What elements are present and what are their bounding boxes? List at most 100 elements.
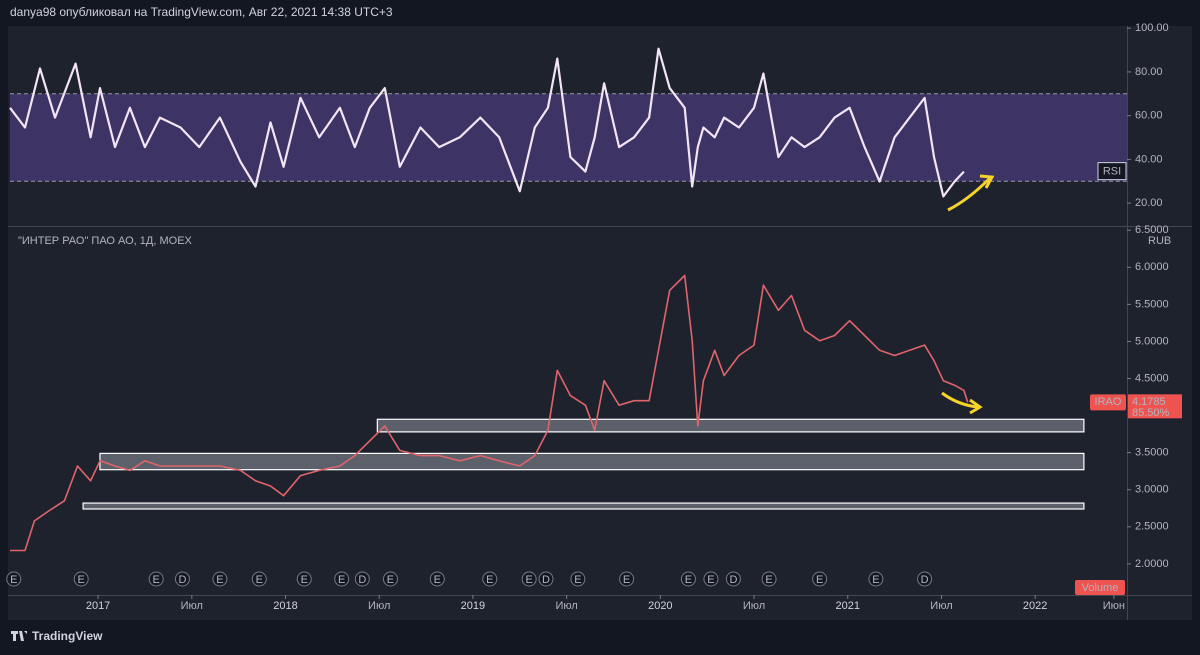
- event-marker: [251, 571, 267, 587]
- event-label: D: [358, 574, 366, 586]
- y-tick-label: 3.0000: [1135, 484, 1169, 496]
- event-marker: [429, 571, 445, 587]
- x-tick-label: Июл: [930, 600, 952, 612]
- y-tick-label: 6.0000: [1135, 261, 1169, 273]
- y-tick-label: 6.5000: [1135, 224, 1169, 236]
- event-label: D: [729, 574, 737, 586]
- event-label: E: [765, 574, 772, 586]
- y-tick-label: 80.00: [1135, 66, 1163, 78]
- event-marker: [619, 571, 635, 587]
- x-tick-label: Июл: [555, 600, 577, 612]
- event-label: E: [525, 574, 532, 586]
- x-tick-label: 2017: [86, 600, 110, 612]
- last-price-tag: [1128, 394, 1182, 419]
- symbol-tag: [1090, 394, 1126, 411]
- price-pane: 6.5000 6.0000 5.5000 5.0000 4.5000 3.5000 3.00…: [6, 224, 1182, 612]
- event-marker: [868, 571, 884, 587]
- event-marker: [212, 571, 228, 587]
- event-label: D: [921, 574, 929, 586]
- series-line: [10, 274, 969, 552]
- event-label: D: [542, 574, 550, 586]
- x-tick-label: Июл: [368, 600, 390, 612]
- y-tick-label: 20.00: [1135, 197, 1163, 209]
- x-tick-label: 2018: [273, 600, 297, 612]
- y-tick-label: 2.5000: [1135, 521, 1169, 533]
- x-tick-label: Июл: [181, 600, 203, 612]
- y-tick-label: 60.00: [1135, 110, 1163, 122]
- last-price-label: 4.1785: [1132, 396, 1166, 408]
- x-tick-label: 2020: [648, 600, 672, 612]
- footer: [0, 620, 1200, 655]
- annotation-arrow: [941, 391, 979, 409]
- event-marker: [725, 571, 741, 587]
- event-label: E: [623, 574, 630, 586]
- y-tick-label: 5.0000: [1135, 335, 1169, 347]
- event-marker: [482, 571, 498, 587]
- x-tick-label: 2022: [1023, 600, 1047, 612]
- event-label: E: [816, 574, 823, 586]
- annotation-arrow: [947, 176, 992, 212]
- event-label: E: [338, 574, 345, 586]
- support-zone: [99, 452, 1085, 471]
- event-marker: [334, 571, 350, 587]
- rsi-pane: 100.00 80.00 60.00 40.00 20.00 RSI: [9, 22, 1169, 209]
- y-tick-label: 100.00: [1135, 22, 1169, 34]
- x-tick-label: Июл: [743, 600, 765, 612]
- event-marker: [917, 571, 933, 587]
- event-marker: [812, 571, 828, 587]
- event-label: E: [301, 574, 308, 586]
- event-label: E: [256, 574, 263, 586]
- event-marker: [354, 571, 370, 587]
- x-tick-label: 2019: [461, 600, 485, 612]
- logo-icon: [11, 631, 27, 641]
- event-label: E: [486, 574, 493, 586]
- event-marker: [148, 571, 164, 587]
- volume-label: Volume: [1082, 582, 1119, 594]
- series-line: [9, 47, 965, 198]
- y-tick-label: 4.5000: [1135, 372, 1169, 384]
- event-label: E: [153, 574, 160, 586]
- annotation-arrowhead: [979, 174, 995, 189]
- event-label: E: [78, 574, 85, 586]
- volume-tag: [1075, 580, 1125, 595]
- event-marker: [296, 571, 312, 587]
- event-marker: [703, 571, 719, 587]
- event-label: E: [10, 574, 17, 586]
- annotation-arrowhead: [969, 398, 983, 415]
- header-text: danya98 опубликовал на TradingView.com, …: [10, 5, 393, 19]
- series-tag: [1097, 162, 1127, 181]
- brand-logo: TradingView: [11, 629, 103, 643]
- symbol-legend: "ИНТЕР РАО" ПАО АО, 1Д, MOEX: [18, 235, 193, 247]
- symbol-tag-label: IRAO: [1095, 396, 1122, 408]
- change-label: 85.50%: [1132, 407, 1170, 419]
- x-tick-label: 2021: [836, 600, 860, 612]
- event-label: E: [707, 574, 714, 586]
- event-label: E: [872, 574, 879, 586]
- event-label: D: [178, 574, 186, 586]
- x-tick-label: Июн: [1103, 600, 1125, 612]
- unit-label: RUB: [1148, 235, 1171, 247]
- event-marker: [570, 571, 586, 587]
- y-tick-label: 3.5000: [1135, 447, 1169, 459]
- event-label: E: [685, 574, 692, 586]
- y-tick-label: 40.00: [1135, 153, 1163, 165]
- event-label: E: [387, 574, 394, 586]
- event-label: E: [574, 574, 581, 586]
- event-marker: [761, 571, 777, 587]
- event-marker: [73, 571, 89, 587]
- y-tick-label: 5.5000: [1135, 298, 1169, 310]
- support-zone: [82, 502, 1085, 510]
- event-marker: [6, 571, 22, 587]
- support-zone: [376, 418, 1085, 433]
- event-marker: [538, 571, 554, 587]
- brand-text: TradingView: [32, 629, 103, 643]
- event-marker: [521, 571, 537, 587]
- event-label: E: [434, 574, 441, 586]
- series-tag-label: RSI: [1103, 166, 1121, 178]
- event-label: E: [216, 574, 223, 586]
- y-tick-label: 2.0000: [1135, 558, 1169, 570]
- event-marker: [174, 571, 190, 587]
